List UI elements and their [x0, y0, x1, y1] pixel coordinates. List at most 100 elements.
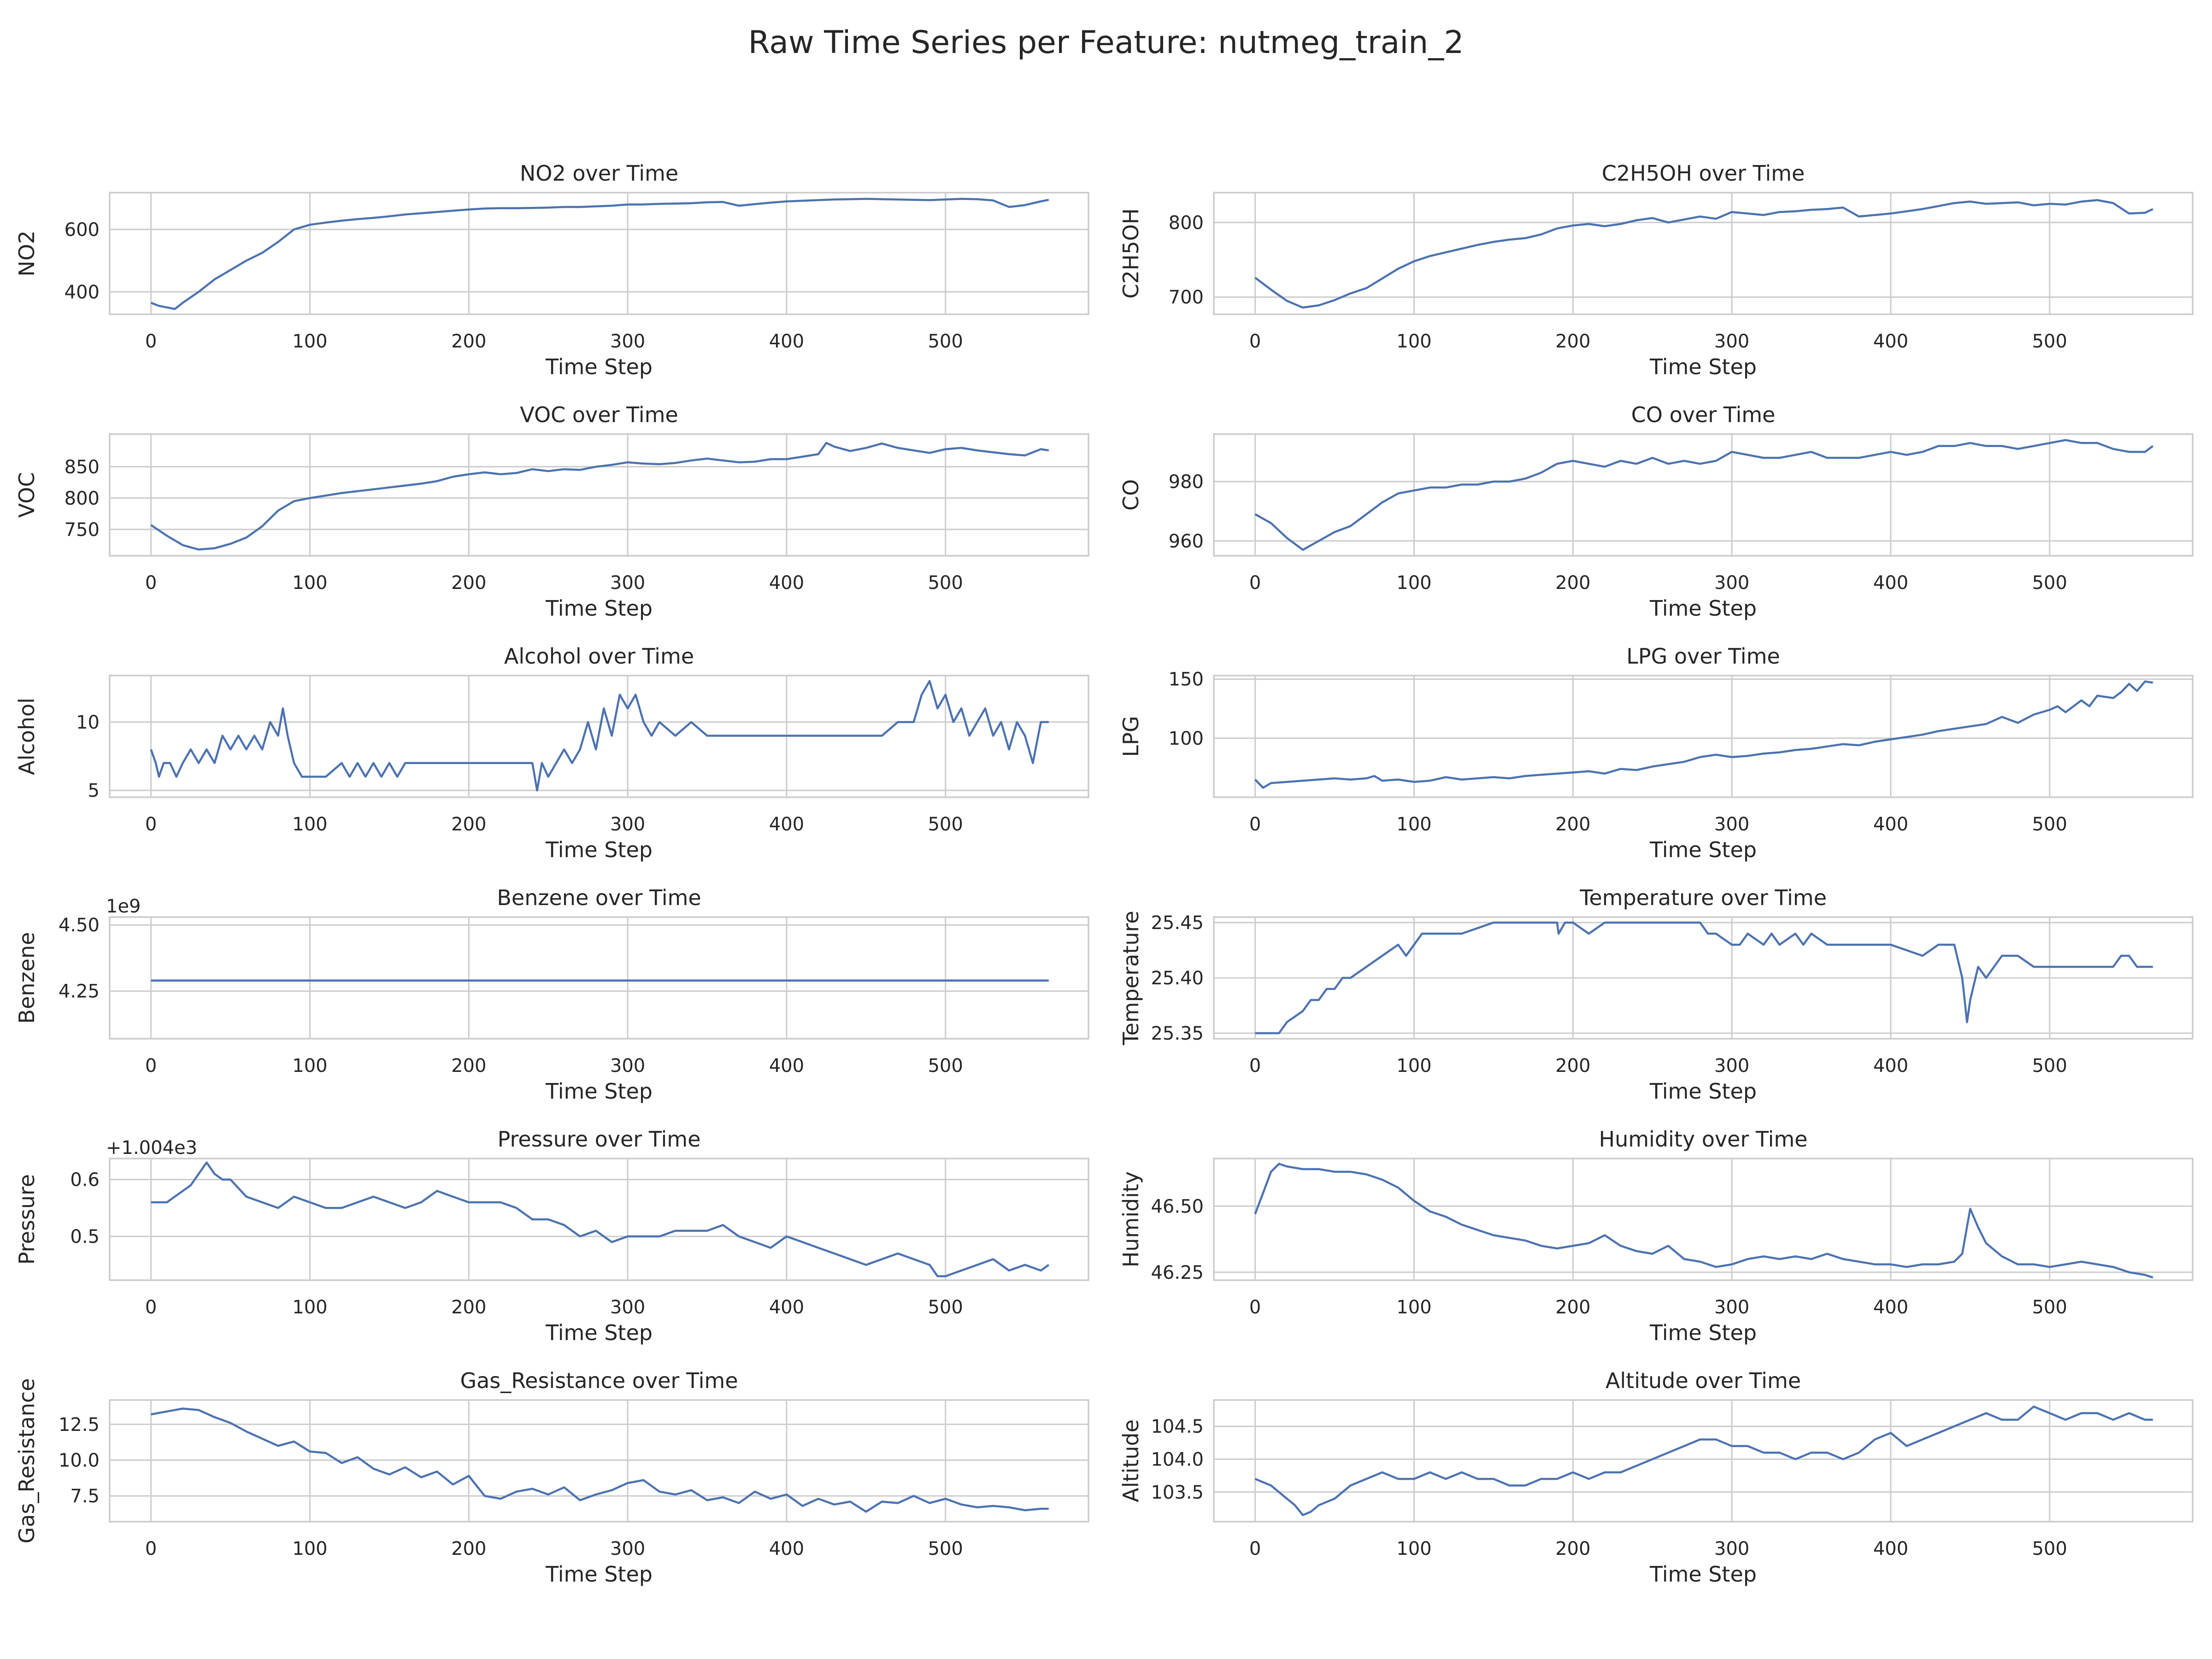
subplot: 0 100 200 300 400 500 960 980 CO over Time Time S… — [1118, 402, 2194, 621]
x-tick-label: 0 — [145, 1297, 157, 1318]
subplot-title: Gas_Resistance over Time — [460, 1368, 738, 1393]
y-tick-label: 104.0 — [1151, 1449, 1204, 1470]
x-axis-label: Time Step — [1649, 1079, 1757, 1104]
x-tick-label: 200 — [1555, 331, 1590, 352]
subplot-title: Benzene over Time — [497, 885, 701, 910]
series-line — [1254, 680, 2153, 789]
x-tick-label: 0 — [145, 331, 157, 352]
y-axis-label: C2H5OH — [1118, 208, 1143, 299]
x-tick-label: 200 — [1555, 814, 1590, 835]
subplot-title: Alcohol over Time — [504, 644, 694, 669]
y-tick-label: 600 — [65, 219, 100, 241]
x-tick-label: 300 — [1714, 1538, 1749, 1559]
x-tick-label: 300 — [610, 814, 645, 835]
x-tick-label: 200 — [451, 572, 486, 594]
y-tick-label: 46.50 — [1151, 1196, 1204, 1217]
subplot: 0 100 200 300 400 500 25.35 25.40 25.45 Temperatu… — [1118, 885, 2194, 1104]
x-tick-label: 400 — [1873, 572, 1908, 594]
x-tick-label: 0 — [1249, 814, 1261, 835]
y-axis-label: Benzene — [14, 932, 39, 1024]
x-tick-label: 300 — [610, 331, 645, 352]
x-tick-label: 200 — [451, 331, 486, 352]
subplot: 0 100 200 300 400 500 400 600 NO2 over Time Time … — [14, 161, 1089, 379]
x-tick-label: 100 — [292, 814, 327, 835]
x-tick-label: 300 — [610, 572, 645, 594]
x-axis-label: Time Step — [1649, 354, 1757, 379]
axes-frame — [1213, 1399, 2194, 1523]
y-tick-label: 800 — [65, 488, 100, 509]
y-tick-label: 25.35 — [1151, 1023, 1204, 1044]
x-tick-label: 0 — [1249, 331, 1261, 352]
x-tick-label: 500 — [928, 331, 963, 352]
x-tick-label: 0 — [145, 572, 157, 594]
x-tick-label: 200 — [451, 814, 486, 835]
x-tick-label: 100 — [1396, 1538, 1431, 1559]
axes-frame — [1213, 192, 2194, 315]
subplot-title: Pressure over Time — [498, 1127, 701, 1152]
y-tick-label: 0.5 — [70, 1226, 100, 1247]
subplot: 0 100 200 300 400 500 5 10 Alcohol over Time Time… — [14, 644, 1089, 862]
subplot-title: Humidity over Time — [1599, 1127, 1808, 1152]
y-tick-label: 25.40 — [1151, 968, 1204, 989]
subplot: 0 100 200 300 400 500 4.25 4.50 Benzene over Tim… — [14, 885, 1089, 1104]
y-tick-label: 10 — [76, 712, 100, 733]
y-axis-label: Alcohol — [14, 698, 39, 775]
x-axis-label: Time Step — [545, 1079, 653, 1104]
x-tick-label: 0 — [1249, 1055, 1261, 1077]
x-tick-label: 300 — [610, 1538, 645, 1559]
series-line — [1254, 439, 2154, 551]
subplot: 0 100 200 300 400 500 0.5 0.6 Pressure over Time… — [14, 1127, 1089, 1345]
x-tick-label: 500 — [2032, 1538, 2067, 1559]
x-tick-label: 100 — [1396, 331, 1431, 352]
x-tick-label: 400 — [769, 1055, 804, 1077]
x-axis-label: Time Step — [1649, 1320, 1757, 1345]
axes-frame — [109, 1158, 1089, 1281]
x-axis-label: Time Step — [1649, 837, 1757, 862]
x-tick-label: 400 — [769, 572, 804, 594]
subplot: 0 100 200 300 400 500 700 800 C2H5OH over Time Ti… — [1118, 161, 2194, 379]
y-tick-label: 0.6 — [70, 1170, 100, 1191]
axes-frame — [1213, 675, 2194, 798]
x-tick-label: 400 — [1873, 331, 1908, 352]
y-tick-label: 150 — [1169, 669, 1204, 690]
x-tick-label: 400 — [1873, 814, 1908, 835]
x-tick-label: 100 — [292, 1538, 327, 1559]
axes-frame — [109, 1399, 1089, 1523]
y-axis-label: Humidity — [1118, 1171, 1143, 1268]
x-tick-label: 200 — [1555, 1055, 1590, 1077]
axes-frame — [109, 192, 1089, 315]
x-tick-label: 0 — [145, 1055, 157, 1077]
x-axis-label: Time Step — [545, 596, 653, 621]
subplot: 0 100 200 300 400 500 46.25 46.50 Humidity over … — [1118, 1127, 2194, 1345]
axes-frame — [109, 675, 1089, 798]
y-axis-label: CO — [1118, 479, 1143, 511]
y-tick-label: 400 — [65, 282, 100, 303]
x-tick-label: 200 — [1555, 1297, 1590, 1318]
axes-frame — [1213, 433, 2194, 557]
x-tick-label: 100 — [1396, 814, 1431, 835]
x-tick-label: 300 — [610, 1055, 645, 1077]
y-tick-label: 7.5 — [70, 1486, 100, 1507]
y-tick-label: 850 — [65, 457, 100, 478]
y-tick-label: 100 — [1169, 728, 1204, 749]
x-axis-label: Time Step — [545, 837, 653, 862]
x-tick-label: 100 — [1396, 572, 1431, 594]
y-axis-label: VOC — [14, 472, 39, 518]
x-axis-label: Time Step — [545, 354, 653, 379]
x-axis-label: Time Step — [1649, 596, 1757, 621]
x-tick-label: 100 — [1396, 1297, 1431, 1318]
series-line — [151, 1161, 1050, 1277]
x-axis-label: Time Step — [1649, 1562, 1757, 1587]
y-tick-label: 25.45 — [1151, 912, 1204, 934]
y-axis-label: Temperature — [1118, 911, 1143, 1045]
x-tick-label: 100 — [292, 1055, 327, 1077]
x-tick-label: 300 — [610, 1297, 645, 1318]
y-tick-label: 5 — [88, 780, 100, 801]
x-tick-label: 400 — [1873, 1055, 1908, 1077]
y-tick-label: 104.5 — [1151, 1416, 1204, 1437]
axes-frame — [109, 916, 1089, 1040]
x-tick-label: 300 — [1714, 1297, 1749, 1318]
subplot-title: NO2 over Time — [520, 161, 678, 186]
subplot-title: Altitude over Time — [1606, 1368, 1801, 1393]
